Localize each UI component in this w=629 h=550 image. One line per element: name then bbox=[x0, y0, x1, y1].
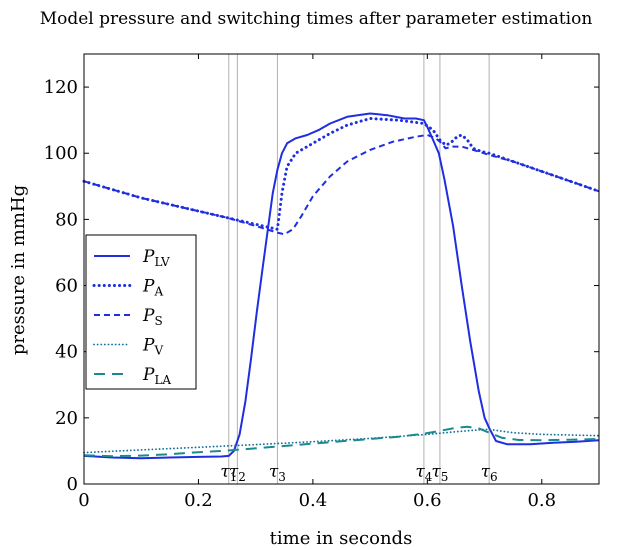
legend-box bbox=[85, 234, 197, 390]
y-tick-label: 120 bbox=[44, 77, 78, 98]
legend-label-pa: PA bbox=[142, 277, 163, 299]
y-axis-label: pressure in mmHg bbox=[8, 185, 29, 355]
y-tick-label: 80 bbox=[55, 209, 78, 230]
plot-frame bbox=[83, 53, 600, 485]
switching-time-label-2: τ2 bbox=[229, 462, 246, 484]
switching-time-label-6: τ6 bbox=[481, 462, 498, 484]
x-tick-label: 0.8 bbox=[527, 490, 556, 511]
x-tick-label: 0.4 bbox=[299, 490, 328, 511]
series-line-ps bbox=[83, 134, 600, 236]
legend-label-pla: PLA bbox=[142, 365, 171, 387]
switching-time-label-1: τ1 bbox=[220, 462, 237, 484]
legend-label-plv: PLV bbox=[142, 247, 170, 269]
chart-title: Model pressure and switching times after… bbox=[40, 9, 593, 29]
series-line-plv bbox=[83, 112, 600, 460]
series-lines bbox=[82, 112, 601, 460]
x-tick-label: 0 bbox=[78, 490, 89, 511]
y-tick-label: 60 bbox=[55, 276, 78, 297]
legend-label-ps: PS bbox=[142, 306, 163, 328]
legend-label-pv: PV bbox=[142, 336, 163, 358]
switching-time-label-4: τ4 bbox=[415, 462, 432, 484]
switching-time-label-5: τ5 bbox=[431, 462, 448, 484]
y-tick-label: 100 bbox=[44, 143, 78, 164]
y-tick-label: 0 bbox=[67, 474, 78, 495]
x-axis-ticks: 0 0.2 0.4 0.6 0.8 bbox=[78, 54, 556, 511]
y-axis-ticks: 0 20 40 60 80 100 120 bbox=[44, 77, 599, 495]
x-axis-label: time in seconds bbox=[270, 528, 413, 549]
series-line-pla bbox=[83, 425, 600, 458]
switching-time-label-3: τ3 bbox=[269, 462, 286, 484]
series-line-pv bbox=[83, 428, 600, 454]
x-tick-label: 0.2 bbox=[184, 490, 213, 511]
series-line-pa bbox=[82, 117, 601, 231]
switching-time-lines bbox=[228, 54, 490, 484]
y-tick-label: 40 bbox=[55, 342, 78, 363]
y-tick-label: 20 bbox=[55, 408, 78, 429]
legend: PLV PA PS PV PLA bbox=[85, 234, 197, 390]
x-tick-label: 0.6 bbox=[413, 490, 442, 511]
